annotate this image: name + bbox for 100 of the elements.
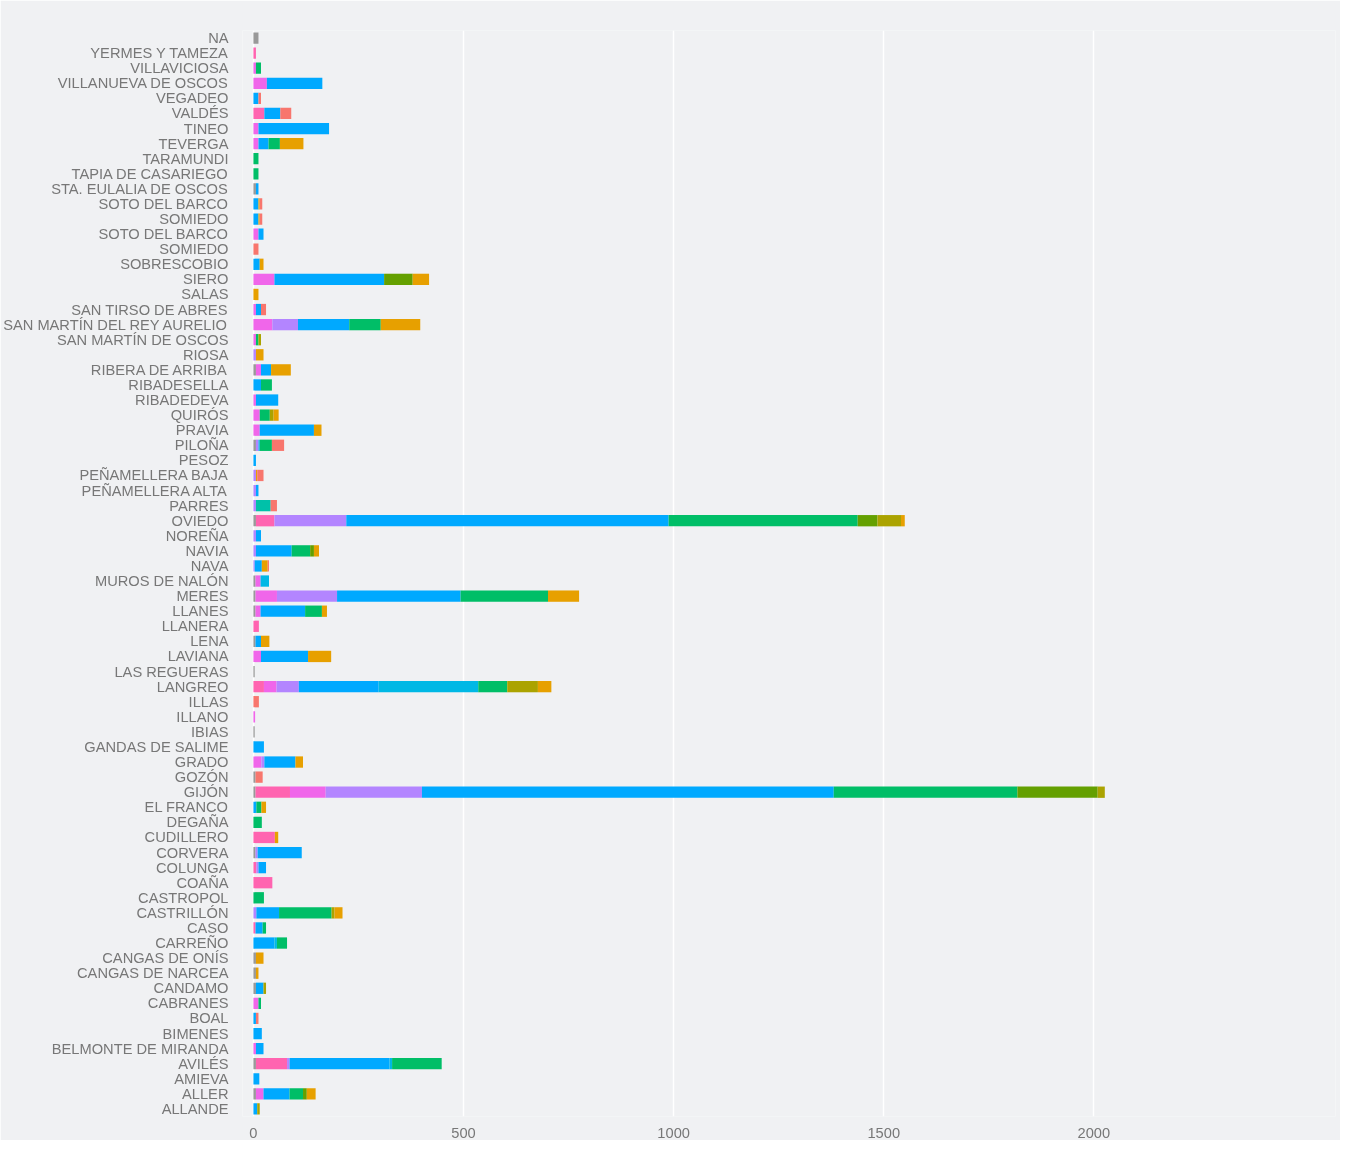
y-tick-label: YERMES Y TAMEZA: [90, 45, 228, 62]
bar: [255, 515, 275, 527]
bar: [260, 605, 306, 617]
bar: [392, 1058, 442, 1070]
bar: [325, 786, 422, 798]
bar: [274, 937, 277, 949]
y-tick-label: CANGAS DE ONÍS: [102, 950, 229, 967]
bar: [258, 228, 264, 240]
bar: [253, 228, 259, 240]
bar: [321, 605, 327, 617]
y-tick-label: TAPIA DE CASARIEGO: [71, 165, 228, 182]
bar: [1097, 786, 1105, 798]
bar: [253, 680, 264, 693]
bar: [274, 273, 385, 286]
y-tick-label: COAÑA: [176, 874, 229, 891]
bar: [253, 77, 267, 89]
y-tick-label: SOMIEDO: [159, 211, 229, 228]
bar: [380, 318, 421, 331]
bar: [253, 907, 257, 919]
bar: [253, 650, 261, 663]
bar: [287, 1058, 290, 1070]
y-tick-label: CASTRILLÓN: [136, 904, 229, 921]
y-tick-label: NAVIA: [185, 542, 229, 559]
bar: [280, 107, 292, 120]
bar: [253, 756, 262, 768]
y-tick-label: TEVERGA: [158, 135, 229, 152]
bar: [256, 801, 262, 813]
y-tick-label: AMIEVA: [174, 1070, 229, 1087]
bar: [253, 605, 256, 617]
y-tick-label: PEÑAMELLERA BAJA: [79, 467, 228, 484]
bar: [255, 575, 261, 587]
bar: [257, 469, 264, 482]
y-tick-label: LENA: [190, 633, 229, 650]
bar: [313, 424, 322, 436]
y-tick-label: QUIRÓS: [170, 407, 229, 424]
y-tick-label: BELMONTE DE MIRANDA: [51, 1040, 229, 1057]
bar: [272, 318, 298, 331]
bar: [264, 756, 296, 768]
y-tick-label: CASTROPOL: [138, 889, 229, 906]
bar: [279, 907, 332, 919]
bar: [253, 258, 260, 270]
y-tick-label: MUROS DE NALÓN: [94, 573, 229, 590]
bar: [289, 786, 326, 798]
y-tick-label: ILLAS: [188, 693, 229, 710]
bar: [255, 530, 261, 542]
bar: [255, 62, 261, 74]
bar: [262, 922, 267, 934]
y-tick-label: MERES: [176, 588, 229, 605]
y-tick-label: LLANES: [172, 603, 229, 620]
bar: [253, 318, 273, 331]
bar: [264, 107, 281, 120]
bar: [258, 137, 269, 150]
y-tick-label: PARRES: [169, 497, 229, 514]
y-tick-label: CANGAS DE NARCEA: [77, 965, 229, 982]
bar: [255, 394, 279, 406]
bar: [253, 364, 256, 376]
bar: [253, 816, 262, 829]
bar: [253, 303, 256, 316]
y-tick-label: TINEO: [183, 120, 229, 137]
bar: [378, 680, 479, 693]
bar: [260, 575, 269, 587]
bar: [253, 575, 256, 587]
y-tick-label: CORVERA: [156, 844, 229, 861]
y-tick-label: PESOZ: [178, 452, 229, 469]
y-tick-label: NAVA: [190, 557, 229, 574]
bar: [253, 47, 256, 59]
y-tick-label: SAN MARTÍN DE OSCOS: [56, 331, 229, 348]
bar: [421, 786, 834, 798]
bar: [255, 605, 261, 617]
bar: [263, 1088, 290, 1100]
bar: [253, 213, 259, 225]
y-tick-label: COLUNGA: [156, 859, 229, 876]
x-tick-label: 1000: [657, 1124, 690, 1141]
bar: [255, 1058, 288, 1070]
bar: [298, 680, 379, 693]
y-tick-label: LANGREO: [156, 678, 229, 695]
bar: [260, 650, 309, 663]
bar: [274, 515, 347, 527]
x-tick-label: 2000: [1077, 1124, 1111, 1141]
y-tick-label: OVIEDO: [171, 512, 229, 529]
bar: [276, 590, 338, 602]
bar: [253, 590, 256, 602]
bar: [263, 680, 277, 693]
bar: [261, 801, 267, 813]
bar: [257, 846, 302, 859]
y-tick-label: BOAL: [189, 1010, 229, 1027]
bar: [253, 379, 261, 391]
bar: [349, 318, 381, 331]
x-tick-label: 0: [249, 1124, 258, 1141]
y-tick-label: ALLANDE: [161, 1100, 229, 1117]
bar: [266, 77, 323, 89]
bar: [273, 409, 279, 421]
y-tick-label: PEÑAMELLERA ALTA: [81, 482, 228, 499]
y-tick-label: RIBADESELLA: [128, 376, 229, 393]
bar: [260, 364, 272, 376]
bar: [253, 997, 259, 1010]
bar: [271, 439, 285, 451]
y-tick-label: NOREÑA: [165, 527, 229, 544]
y-tick-label: TARAMUNDI: [142, 150, 229, 167]
y-tick-label: SIERO: [182, 271, 229, 288]
